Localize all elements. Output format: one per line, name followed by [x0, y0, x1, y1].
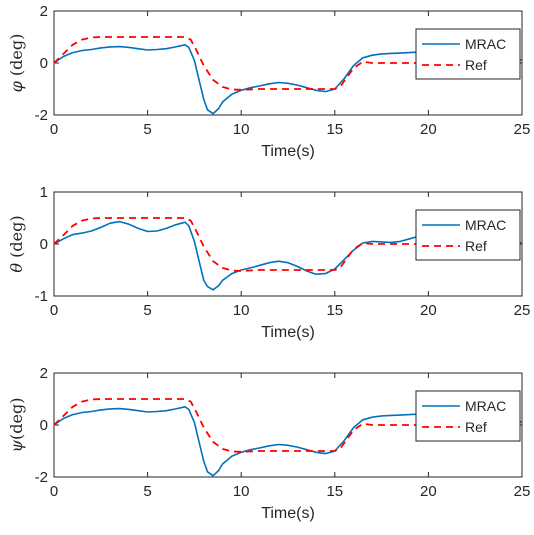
legend: MRAC Ref — [415, 390, 521, 442]
x-tick-label: 25 — [514, 121, 531, 138]
y-tick-label: -2 — [35, 469, 48, 486]
x-tick-label: 15 — [326, 483, 343, 500]
legend-label-mrac: MRAC — [465, 36, 506, 52]
legend-box — [415, 390, 521, 442]
y-tick-label: -2 — [35, 107, 48, 124]
y-axis-symbol: ψ — [7, 439, 26, 452]
x-tick-label: 0 — [50, 121, 58, 138]
y-tick-label: 0 — [40, 236, 48, 253]
x-axis-label: Time(s) — [261, 143, 315, 160]
x-tick-label: 5 — [143, 483, 151, 500]
x-tick-label: 0 — [50, 302, 58, 319]
y-axis-label: φ (deg) — [7, 34, 26, 93]
x-axis-label: Time(s) — [261, 505, 315, 522]
x-tick-label: 10 — [233, 121, 250, 138]
x-tick-label: 20 — [420, 483, 437, 500]
legend-label-mrac: MRAC — [465, 217, 506, 233]
y-axis-label: ψ(deg) — [7, 398, 26, 453]
legend-box — [415, 28, 521, 80]
y-tick-label: 2 — [40, 3, 48, 20]
y-tick-label: 0 — [40, 55, 48, 72]
legend-label-ref: Ref — [465, 238, 487, 254]
x-tick-label: 20 — [420, 121, 437, 138]
y-axis-symbol: θ — [7, 263, 26, 273]
legend-label-ref: Ref — [465, 57, 487, 73]
legend-label-mrac: MRAC — [465, 398, 506, 414]
legend-label-ref: Ref — [465, 419, 487, 435]
y-axis-unit: (deg) — [7, 215, 26, 263]
legend-box — [415, 209, 521, 261]
x-tick-label: 15 — [326, 302, 343, 319]
x-axis-label: Time(s) — [261, 324, 315, 341]
y-tick-label: 1 — [40, 184, 48, 201]
series-line-ref — [54, 217, 522, 272]
y-axis-symbol: φ — [7, 80, 26, 92]
x-tick-label: 0 — [50, 483, 58, 500]
y-axis-unit: (deg) — [7, 398, 26, 440]
y-axis-label: θ (deg) — [7, 215, 26, 272]
y-tick-label: 2 — [40, 365, 48, 382]
y-tick-label: -1 — [35, 288, 48, 305]
y-axis-unit: (deg) — [7, 34, 26, 82]
x-tick-label: 10 — [233, 302, 250, 319]
series-line-ref — [54, 398, 522, 453]
x-tick-label: 20 — [420, 302, 437, 319]
x-tick-label: 5 — [143, 302, 151, 319]
x-tick-label: 15 — [326, 121, 343, 138]
x-tick-label: 25 — [514, 483, 531, 500]
y-tick-label: 0 — [40, 417, 48, 434]
x-tick-label: 25 — [514, 302, 531, 319]
x-tick-label: 5 — [143, 121, 151, 138]
legend: MRAC Ref — [415, 209, 521, 261]
series-line-ref — [54, 36, 522, 91]
legend: MRAC Ref — [415, 28, 521, 80]
x-tick-label: 10 — [233, 483, 250, 500]
